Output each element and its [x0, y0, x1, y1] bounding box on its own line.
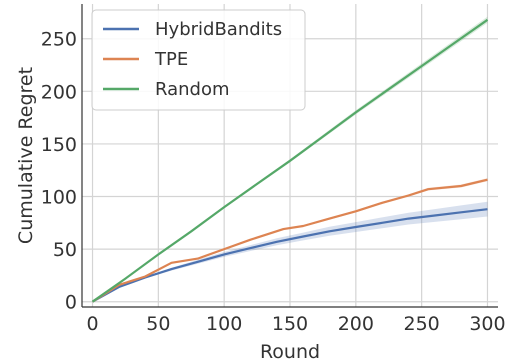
x-tick-label-300: 300: [469, 313, 505, 335]
tick-labels: 0 50 100 150 200 250 300 0 50 100 150 200 250: [41, 29, 506, 335]
legend: HybridBandits TPE Random: [91, 9, 306, 111]
legend-label-hybridbandits: HybridBandits: [155, 19, 282, 40]
y-tick-label-200: 200: [41, 81, 77, 103]
x-axis-label: Round: [260, 341, 320, 363]
y-tick-label-50: 50: [53, 239, 77, 261]
y-tick-label-250: 250: [41, 29, 77, 51]
series-line-hybridbandits: [91, 208, 488, 303]
x-tick-label-100: 100: [206, 313, 242, 335]
y-axis-label: Cumulative Regret: [15, 67, 37, 244]
x-tick-label-50: 50: [146, 313, 170, 335]
axis-spines: [81, 4, 498, 308]
x-tick-label-0: 0: [86, 313, 98, 335]
series-lines: [91, 18, 489, 303]
x-tick-label-250: 250: [404, 313, 440, 335]
y-tick-label-150: 150: [41, 134, 77, 156]
legend-label-tpe: TPE: [154, 49, 188, 70]
y-tick-label-0: 0: [65, 292, 77, 314]
legend-label-random: Random: [155, 79, 230, 100]
series-line-random: [91, 18, 489, 303]
legend-frame: [91, 9, 306, 111]
y-tick-label-100: 100: [41, 187, 77, 209]
x-tick-label-150: 150: [272, 313, 308, 335]
x-tick-label-200: 200: [338, 313, 374, 335]
series-line-tpe: [91, 178, 488, 303]
band-hybridbandits: [92, 201, 488, 302]
